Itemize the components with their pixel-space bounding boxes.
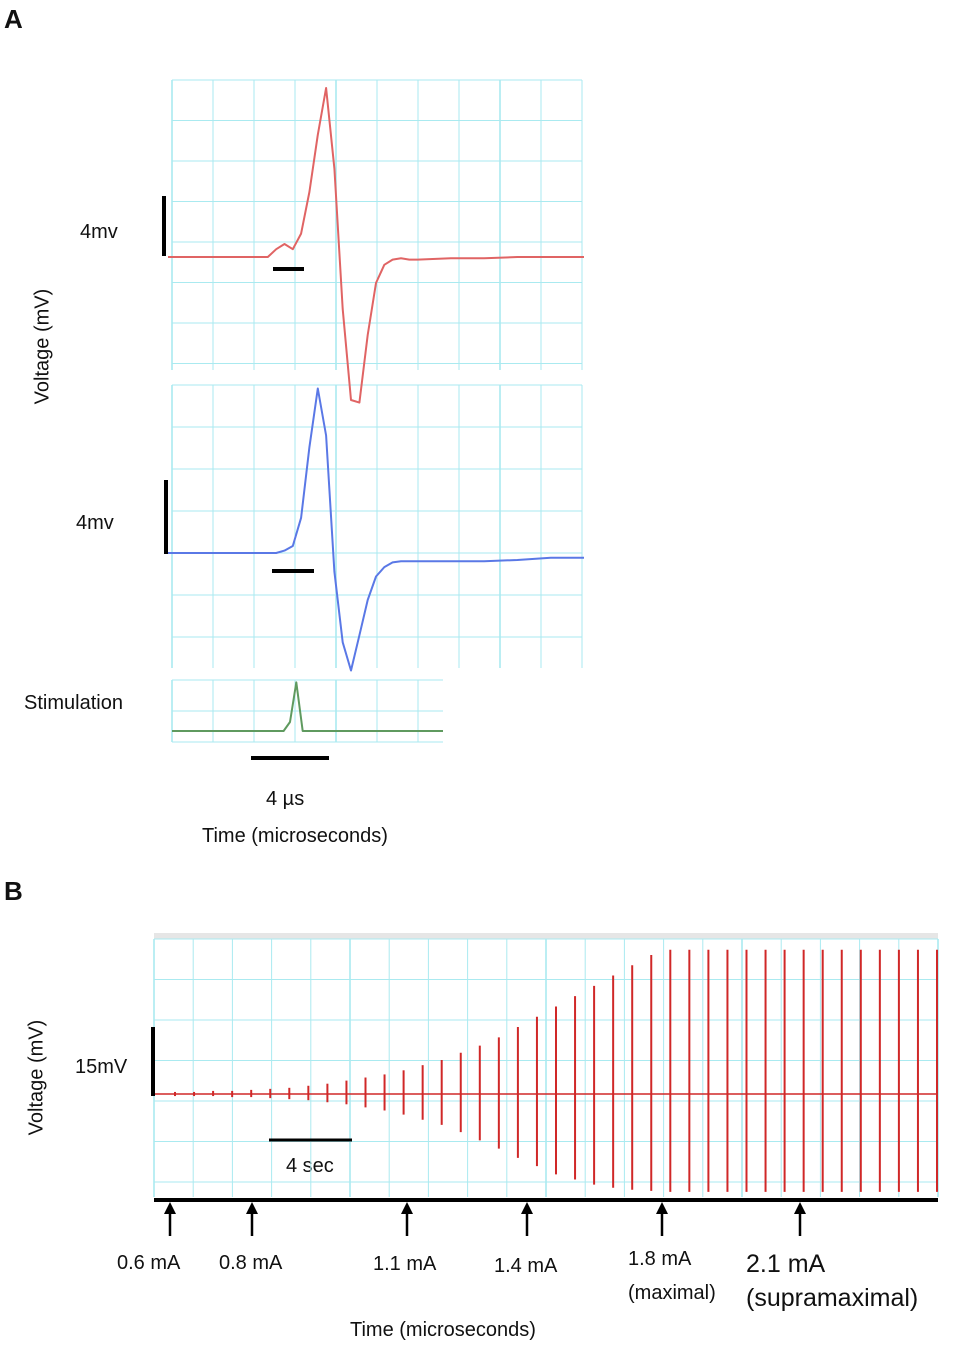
panel-a-letter: A [4,4,23,34]
marker-sublabel-5: (supramaximal) [746,1284,919,1312]
stim-arrow-head-2 [401,1202,413,1214]
marker-label-4: 1.8 mA [628,1248,692,1270]
panel-a-xlabel: Time (microseconds) [202,825,388,847]
scale-label-mid: 4mv [76,512,114,534]
marker-label-1: 0.8 mA [219,1252,283,1274]
trace-stimulation [172,681,443,732]
traces-layer [168,87,584,732]
marker-label-3: 1.4 mA [494,1255,558,1277]
time-scale-label-b: 4 sec [286,1155,334,1177]
scale-label-b: 15mV [75,1056,128,1078]
stimulation-label: Stimulation [24,692,123,714]
marker-label-5: 2.1 mA [746,1250,826,1278]
stim-arrow-head-4 [656,1202,668,1214]
stim-arrow-head-5 [794,1202,806,1214]
stim-arrow-head-1 [246,1202,258,1214]
arrows-layer [164,1202,806,1236]
bars-layer [154,949,938,1192]
scale-label-top: 4mv [80,221,118,243]
marker-sublabel-4: (maximal) [628,1282,716,1304]
trace-blue [168,387,584,672]
grid-layer [153,79,939,1197]
time-scale-label-a: 4 µs [266,788,305,810]
grid-b-topband [154,933,938,939]
marker-label-0: 0.6 mA [117,1252,181,1274]
trace-red [168,87,584,404]
marker-label-2: 1.1 mA [373,1253,437,1275]
stim-arrow-head-3 [521,1202,533,1214]
scalebars-layer [151,196,938,1202]
stim-arrow-head-0 [164,1202,176,1214]
panel-b-xlabel: Time (microseconds) [350,1319,536,1341]
panel-b-letter: B [4,876,23,906]
